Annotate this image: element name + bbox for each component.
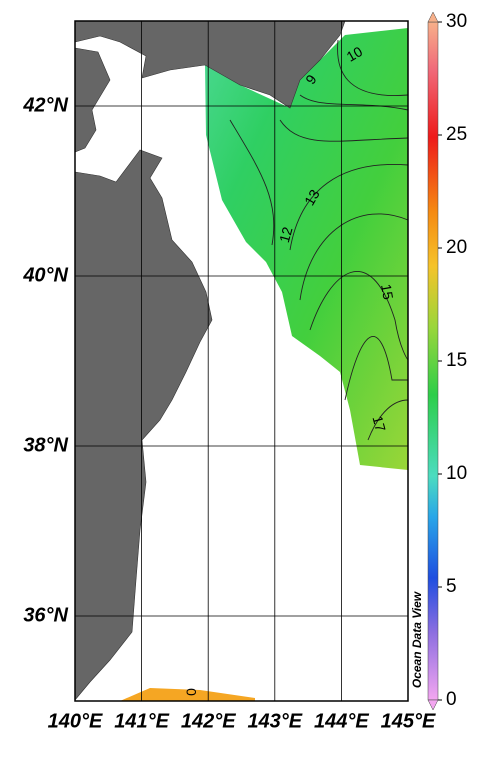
contour-label: 10 xyxy=(344,43,366,65)
colorbar-tick-label: 0 xyxy=(446,689,457,710)
data-field xyxy=(205,28,408,470)
x-tick-label: 141°E xyxy=(114,710,169,732)
x-tick-label: 142°E xyxy=(181,710,236,732)
land xyxy=(74,20,346,701)
contour-label: 15 xyxy=(378,283,396,301)
colorbar-arrow-top xyxy=(427,11,439,23)
data-field-south xyxy=(120,688,255,701)
contour-label: 17 xyxy=(370,414,390,433)
x-tick-label: 144°E xyxy=(314,710,369,732)
contour-label: 13 xyxy=(301,186,323,208)
y-tick-label: 38°N xyxy=(23,434,68,456)
contour-lines xyxy=(229,39,409,441)
y-tick-label: 36°N xyxy=(23,604,68,626)
colorbar-tick-label: 5 xyxy=(446,576,457,597)
x-tick-label: 145°E xyxy=(381,710,436,732)
colorbar-tick-label: 25 xyxy=(446,124,467,145)
colorbar-tick-label: 20 xyxy=(446,237,467,258)
colorbar-tick-label: 15 xyxy=(446,350,467,371)
y-tick-label: 40°N xyxy=(22,264,68,286)
y-tick-label: 42°N xyxy=(22,94,68,116)
map-frame xyxy=(74,20,409,702)
x-tick-label: 143°E xyxy=(247,710,302,732)
contour-label: 0 xyxy=(183,688,199,696)
colorbar-tick-label: 30 xyxy=(446,11,467,32)
contour-label: 12 xyxy=(276,225,296,244)
colorbar xyxy=(427,21,439,701)
x-tick-label: 140°E xyxy=(48,710,103,732)
colorbar-arrow-bottom xyxy=(427,699,439,711)
watermark: Ocean Data View xyxy=(410,591,424,688)
colorbar-tick-label: 10 xyxy=(446,463,467,484)
